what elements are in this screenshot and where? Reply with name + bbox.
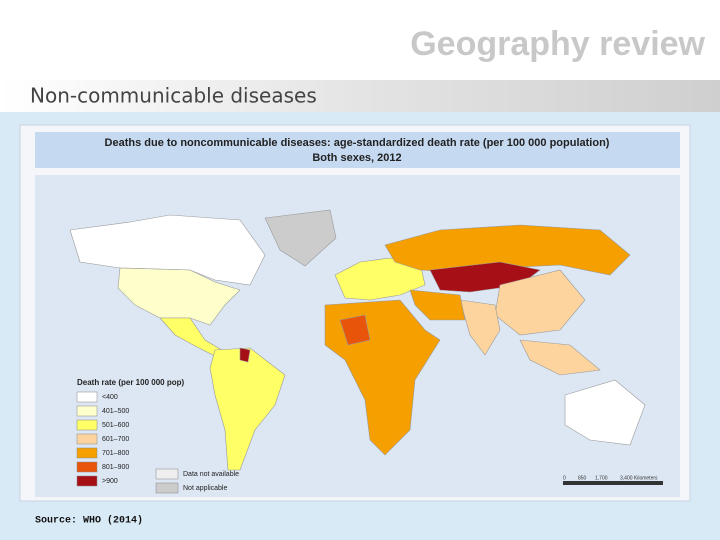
guyana (239, 347, 251, 363)
map-subtitle: Both sexes, 2012 (312, 152, 401, 164)
scale-bar: 0 850 1,700 3,400 Kilometers (563, 475, 663, 485)
scale-label: 0 (563, 475, 566, 481)
legend-label: 801–900 (102, 464, 129, 471)
countries (69, 209, 646, 471)
legend-swatch (76, 461, 98, 473)
russia (384, 224, 631, 276)
legend-label: 601–700 (102, 436, 129, 443)
legend-swatch (155, 468, 179, 480)
legend-label: 701–800 (102, 450, 129, 457)
legend-label: Not applicable (183, 485, 227, 492)
india (459, 299, 501, 356)
middle-east (409, 289, 466, 321)
legend-label: >900 (102, 478, 118, 485)
legend-label: <400 (102, 394, 118, 401)
legend-swatch (155, 482, 179, 494)
legend-label: 501–600 (102, 422, 129, 429)
legend-label: Data not available (183, 471, 239, 478)
australia (564, 379, 646, 446)
legend-swatch (76, 391, 98, 403)
legend-swatch (76, 433, 98, 445)
greenland (264, 209, 337, 267)
legend: <400 401–500 501–600 601–700 701–800 801–900 >… (76, 391, 239, 494)
legend-swatch (76, 405, 98, 417)
europe (334, 257, 426, 301)
scale-label: 3,400 Kilometers (620, 475, 658, 481)
scale-label: 850 (578, 475, 587, 481)
south-america (209, 347, 286, 471)
legend-label: 401–500 (102, 408, 129, 415)
usa (117, 267, 241, 326)
west-africa (339, 314, 371, 346)
canada (69, 214, 266, 286)
source: Source: WHO (2014) (35, 515, 143, 527)
map-title: Deaths due to noncommunicable diseases: … (105, 137, 610, 149)
legend-swatch (76, 419, 98, 431)
slide-title: Non-communicable diseases (30, 84, 317, 108)
southeast-asia (519, 339, 601, 376)
scale-label: 1,700 (595, 475, 608, 481)
legend-swatch (76, 447, 98, 459)
header-bg (0, 0, 720, 80)
title-band (0, 80, 720, 112)
logo: Geography review (410, 25, 705, 63)
legend-swatch (76, 475, 98, 487)
legend-title: Death rate (per 100 000 pop) (77, 378, 184, 387)
map-title-box (35, 132, 680, 168)
